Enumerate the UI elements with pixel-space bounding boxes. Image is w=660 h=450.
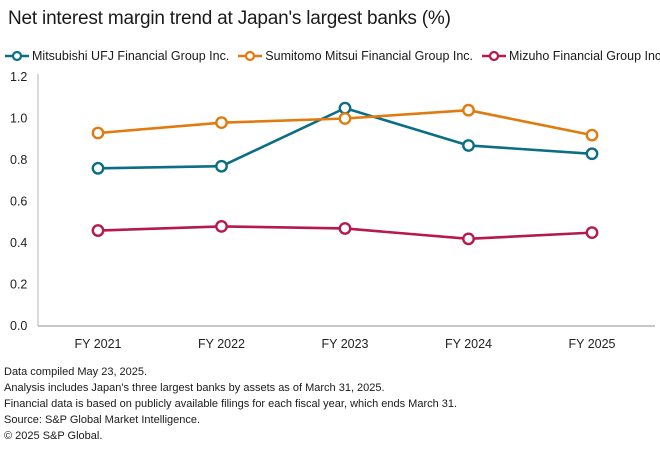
note-financial: Financial data is based on publicly avai… [4,398,458,410]
x-tick-label: FY 2024 [445,337,492,351]
x-tick-label: FY 2025 [568,337,615,351]
data-point-0-3 [462,139,475,152]
x-tick-label: FY 2023 [321,337,368,351]
data-point-1-0 [91,126,105,140]
data-point-0-1 [215,159,228,173]
legend-item-mufg: Mitsubishi UFJ Financial Group Inc. [4,49,229,63]
legend-label: Mitsubishi UFJ Financial Group Inc. [32,49,230,63]
data-point-1-4 [585,128,599,142]
y-tick-label: 1.0 [10,112,27,126]
y-tick-label: 0.8 [10,153,27,167]
legend: Mitsubishi UFJ Financial Group Inc. Sumi… [4,49,660,63]
data-point-1-3 [462,103,475,117]
chart-notes: Data compiled May 23, 2025. Analysis inc… [4,364,457,444]
data-point-0-0 [91,161,105,175]
data-point-2-3 [462,232,475,246]
y-tick-label: 0.6 [10,195,27,209]
y-tick-label: 0.4 [10,236,27,250]
data-point-2-4 [585,226,599,240]
data-point-1-1 [215,116,228,130]
x-tick-label: FY 2021 [74,337,121,351]
data-point-0-2 [338,101,352,115]
legend-label: Sumitomo Mitsui Financial Group Inc. [265,49,474,63]
data-point-2-0 [91,224,105,237]
y-tick-label: 1.2 [10,70,27,84]
note-compiled: Data compiled May 23, 2025. [4,366,148,378]
legend-marker-icon [238,50,263,62]
note-source: Source: S&P Global Market Intelligence. [4,414,201,426]
note-analysis: Analysis includes Japan's three largest … [4,382,385,394]
line-chart: 0.0 0.2 0.4 0.6 0.8 1.0 1.2 FY 2021 FY 2022 FY 20… [10,70,655,351]
data-point-2-2 [338,222,352,235]
legend-label: Mizuho Financial Group Inc. [509,49,660,63]
data-point-1-2 [338,112,352,125]
x-tick-label: FY 2022 [198,337,245,351]
chart-title: Net interest margin trend at Japan's lar… [8,8,451,29]
data-point-2-1 [215,219,228,233]
legend-marker-icon [482,50,507,62]
legend-item-smfg: Sumitomo Mitsui Financial Group Inc. [237,49,473,63]
legend-item-mizuho: Mizuho Financial Group Inc. [481,49,660,63]
note-copyright: © 2025 S&P Global. [4,430,103,442]
y-tick-label: 0.2 [10,278,27,292]
y-tick-label: 0.0 [10,319,27,333]
legend-marker-icon [5,50,29,62]
data-point-0-4 [585,147,599,161]
